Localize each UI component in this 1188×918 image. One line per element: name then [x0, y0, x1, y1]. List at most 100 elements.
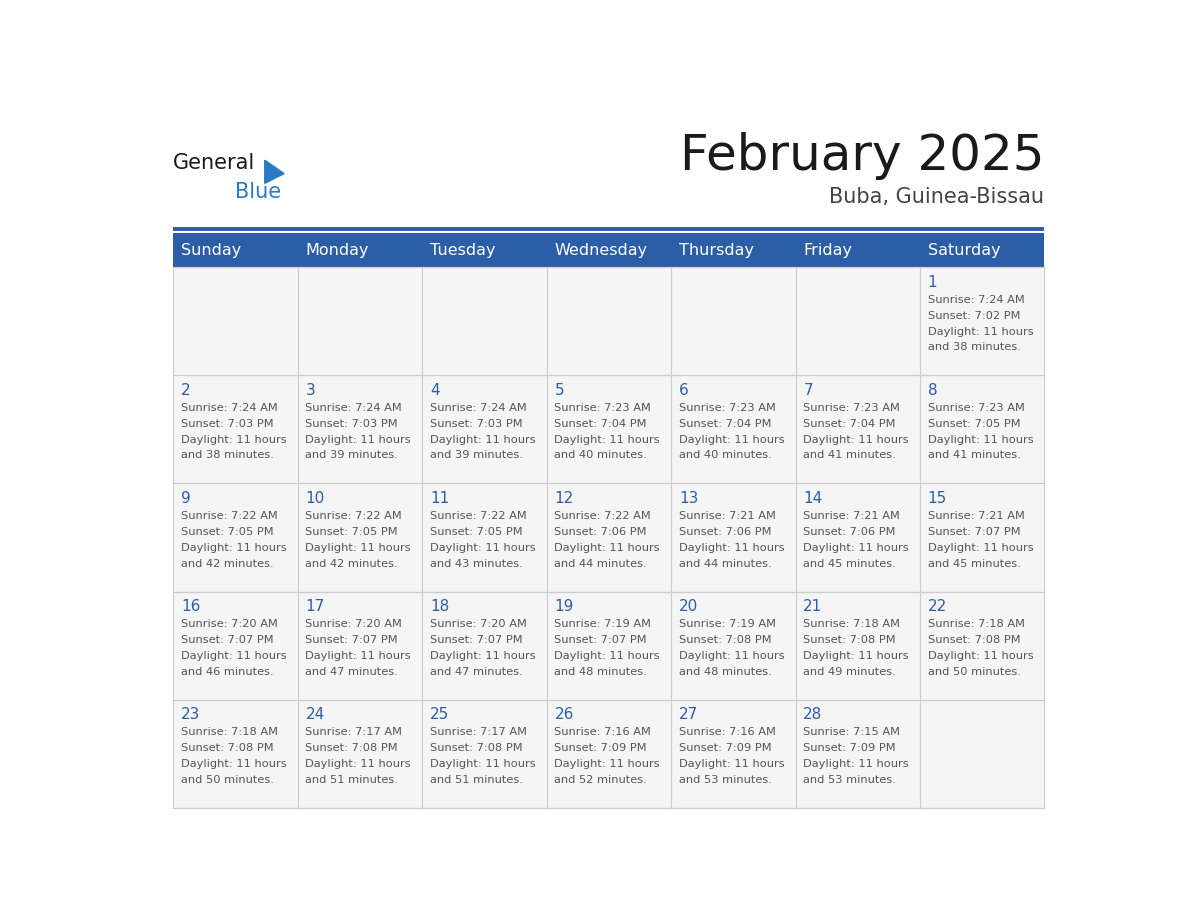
Text: and 43 minutes.: and 43 minutes. — [430, 558, 523, 568]
Text: Daylight: 11 hours: Daylight: 11 hours — [181, 651, 286, 661]
Text: 7: 7 — [803, 383, 813, 398]
Text: Saturday: Saturday — [928, 242, 1000, 258]
Text: Sunrise: 7:22 AM: Sunrise: 7:22 AM — [555, 511, 651, 521]
Text: Daylight: 11 hours: Daylight: 11 hours — [305, 434, 411, 444]
Text: and 39 minutes.: and 39 minutes. — [305, 451, 398, 461]
Text: 20: 20 — [678, 599, 699, 614]
Text: Daylight: 11 hours: Daylight: 11 hours — [928, 543, 1034, 553]
Text: Sunrise: 7:19 AM: Sunrise: 7:19 AM — [555, 620, 651, 629]
Text: Sunrise: 7:18 AM: Sunrise: 7:18 AM — [803, 620, 901, 629]
Text: and 45 minutes.: and 45 minutes. — [928, 558, 1020, 568]
Text: Daylight: 11 hours: Daylight: 11 hours — [928, 434, 1034, 444]
Text: and 42 minutes.: and 42 minutes. — [181, 558, 273, 568]
Text: 15: 15 — [928, 491, 947, 506]
Text: Sunset: 7:07 PM: Sunset: 7:07 PM — [305, 635, 398, 645]
Text: and 47 minutes.: and 47 minutes. — [305, 666, 398, 677]
Text: Sunset: 7:04 PM: Sunset: 7:04 PM — [555, 419, 647, 429]
Text: Daylight: 11 hours: Daylight: 11 hours — [430, 651, 536, 661]
Text: Sunrise: 7:22 AM: Sunrise: 7:22 AM — [305, 511, 403, 521]
Bar — [173, 233, 1044, 267]
Text: Daylight: 11 hours: Daylight: 11 hours — [555, 434, 661, 444]
Text: and 48 minutes.: and 48 minutes. — [678, 666, 771, 677]
Text: and 38 minutes.: and 38 minutes. — [181, 451, 274, 461]
Text: Sunset: 7:05 PM: Sunset: 7:05 PM — [181, 527, 273, 537]
Text: and 49 minutes.: and 49 minutes. — [803, 666, 896, 677]
Text: Daylight: 11 hours: Daylight: 11 hours — [181, 543, 286, 553]
Text: Sunset: 7:02 PM: Sunset: 7:02 PM — [928, 311, 1020, 320]
Text: Sunset: 7:03 PM: Sunset: 7:03 PM — [305, 419, 398, 429]
Text: Sunrise: 7:17 AM: Sunrise: 7:17 AM — [305, 727, 403, 737]
Text: 10: 10 — [305, 491, 324, 506]
Text: Daylight: 11 hours: Daylight: 11 hours — [803, 759, 909, 769]
Text: and 46 minutes.: and 46 minutes. — [181, 666, 273, 677]
Text: 27: 27 — [678, 708, 699, 722]
Text: Sunrise: 7:16 AM: Sunrise: 7:16 AM — [555, 727, 651, 737]
Text: and 50 minutes.: and 50 minutes. — [928, 666, 1020, 677]
Text: Sunrise: 7:20 AM: Sunrise: 7:20 AM — [181, 620, 278, 629]
Text: Sunset: 7:08 PM: Sunset: 7:08 PM — [305, 744, 398, 753]
Text: Sunset: 7:06 PM: Sunset: 7:06 PM — [678, 527, 771, 537]
Text: February 2025: February 2025 — [680, 131, 1044, 180]
Text: 24: 24 — [305, 708, 324, 722]
Text: Daylight: 11 hours: Daylight: 11 hours — [305, 651, 411, 661]
Bar — [173, 484, 1044, 591]
Text: Daylight: 11 hours: Daylight: 11 hours — [555, 651, 661, 661]
Text: Sunset: 7:08 PM: Sunset: 7:08 PM — [803, 635, 896, 645]
Text: Daylight: 11 hours: Daylight: 11 hours — [928, 327, 1034, 337]
Text: Daylight: 11 hours: Daylight: 11 hours — [430, 434, 536, 444]
Text: and 41 minutes.: and 41 minutes. — [928, 451, 1020, 461]
Text: Sunset: 7:07 PM: Sunset: 7:07 PM — [181, 635, 273, 645]
Text: Sunset: 7:07 PM: Sunset: 7:07 PM — [555, 635, 647, 645]
Text: 16: 16 — [181, 599, 201, 614]
Text: Sunset: 7:09 PM: Sunset: 7:09 PM — [678, 744, 771, 753]
Text: Sunset: 7:04 PM: Sunset: 7:04 PM — [803, 419, 896, 429]
Polygon shape — [265, 161, 284, 184]
Text: Sunday: Sunday — [181, 242, 241, 258]
Text: 12: 12 — [555, 491, 574, 506]
Text: Daylight: 11 hours: Daylight: 11 hours — [678, 759, 784, 769]
Text: and 42 minutes.: and 42 minutes. — [305, 558, 398, 568]
Text: Monday: Monday — [305, 242, 369, 258]
Text: Blue: Blue — [235, 182, 282, 202]
Text: 18: 18 — [430, 599, 449, 614]
Text: Sunrise: 7:19 AM: Sunrise: 7:19 AM — [678, 620, 776, 629]
Text: and 39 minutes.: and 39 minutes. — [430, 451, 523, 461]
Text: Wednesday: Wednesday — [555, 242, 647, 258]
Text: 21: 21 — [803, 599, 822, 614]
Text: Sunset: 7:05 PM: Sunset: 7:05 PM — [430, 527, 523, 537]
Text: Daylight: 11 hours: Daylight: 11 hours — [305, 543, 411, 553]
Text: Tuesday: Tuesday — [430, 242, 495, 258]
Text: Sunset: 7:08 PM: Sunset: 7:08 PM — [430, 744, 523, 753]
Text: Sunset: 7:07 PM: Sunset: 7:07 PM — [928, 527, 1020, 537]
Text: and 38 minutes.: and 38 minutes. — [928, 342, 1020, 353]
Bar — [173, 591, 1044, 700]
Text: Sunset: 7:06 PM: Sunset: 7:06 PM — [555, 527, 647, 537]
Text: Sunset: 7:07 PM: Sunset: 7:07 PM — [430, 635, 523, 645]
Text: and 40 minutes.: and 40 minutes. — [555, 451, 647, 461]
Text: 22: 22 — [928, 599, 947, 614]
Text: 23: 23 — [181, 708, 201, 722]
Text: Thursday: Thursday — [678, 242, 754, 258]
Text: 13: 13 — [678, 491, 699, 506]
Text: Sunset: 7:06 PM: Sunset: 7:06 PM — [803, 527, 896, 537]
Text: Daylight: 11 hours: Daylight: 11 hours — [803, 651, 909, 661]
Text: and 50 minutes.: and 50 minutes. — [181, 775, 274, 785]
Text: Buba, Guinea-Bissau: Buba, Guinea-Bissau — [829, 187, 1044, 207]
Text: Daylight: 11 hours: Daylight: 11 hours — [555, 759, 661, 769]
Text: Sunrise: 7:20 AM: Sunrise: 7:20 AM — [305, 620, 403, 629]
Text: Sunset: 7:03 PM: Sunset: 7:03 PM — [430, 419, 523, 429]
Bar — [173, 700, 1044, 808]
Text: 4: 4 — [430, 383, 440, 398]
Text: Daylight: 11 hours: Daylight: 11 hours — [678, 651, 784, 661]
Text: Daylight: 11 hours: Daylight: 11 hours — [430, 543, 536, 553]
Text: and 41 minutes.: and 41 minutes. — [803, 451, 896, 461]
Text: Daylight: 11 hours: Daylight: 11 hours — [803, 434, 909, 444]
Text: Sunrise: 7:21 AM: Sunrise: 7:21 AM — [803, 511, 901, 521]
Text: and 53 minutes.: and 53 minutes. — [803, 775, 896, 785]
Text: and 44 minutes.: and 44 minutes. — [678, 558, 771, 568]
Text: and 45 minutes.: and 45 minutes. — [803, 558, 896, 568]
Text: Sunset: 7:04 PM: Sunset: 7:04 PM — [678, 419, 771, 429]
Text: 14: 14 — [803, 491, 822, 506]
Text: and 53 minutes.: and 53 minutes. — [678, 775, 772, 785]
Text: 11: 11 — [430, 491, 449, 506]
